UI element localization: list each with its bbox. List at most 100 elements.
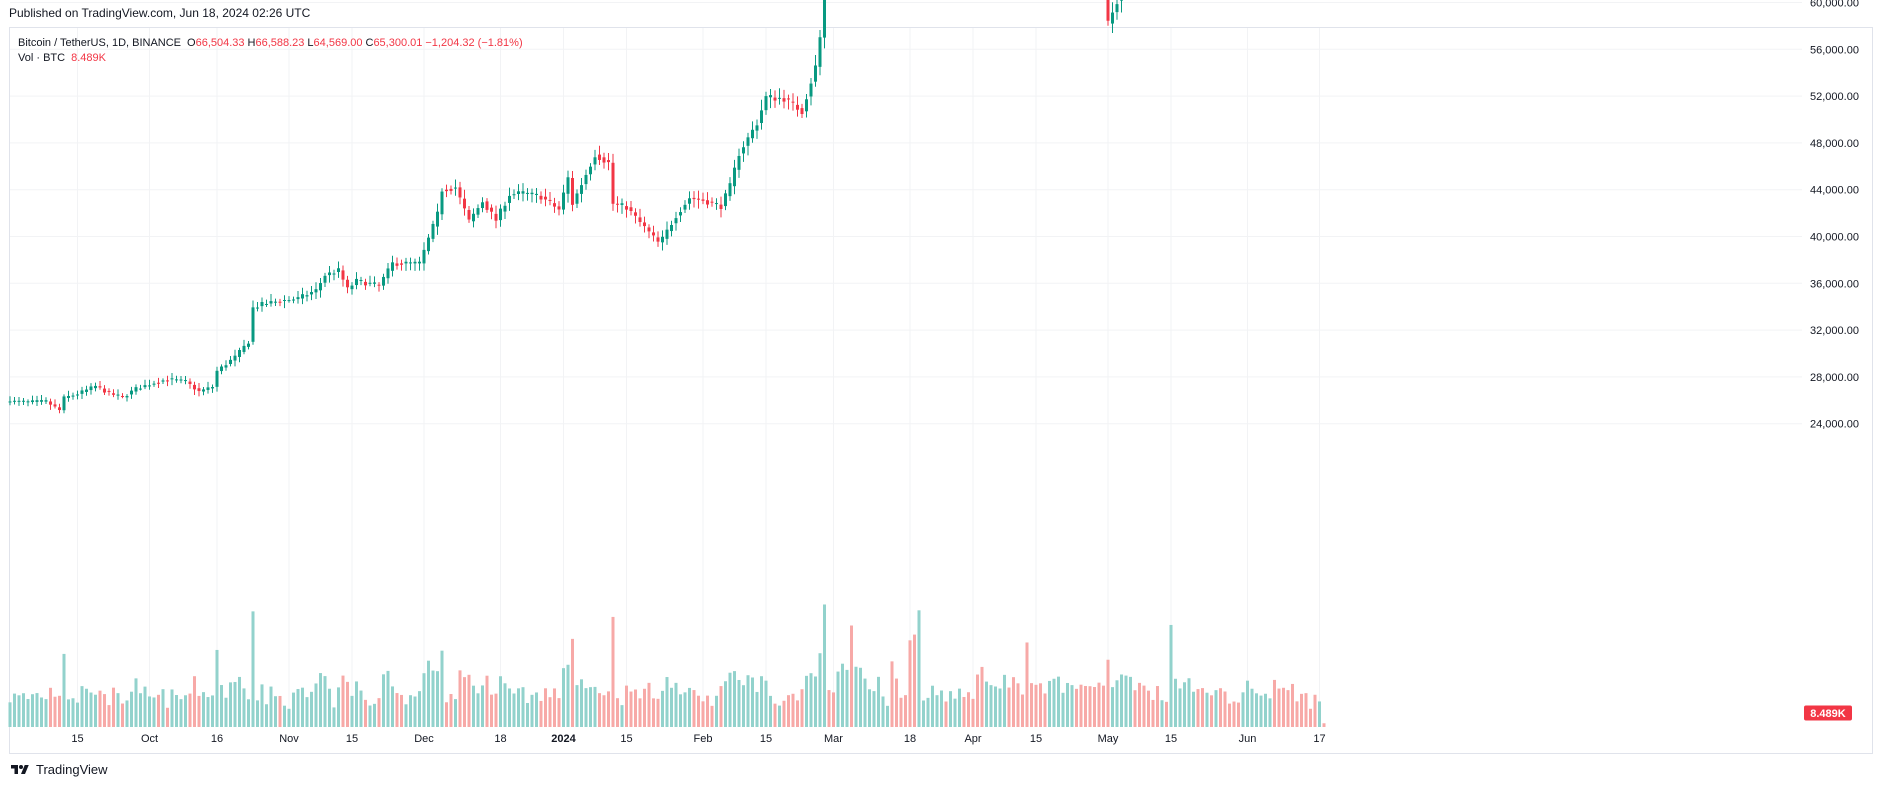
candle-body: [724, 193, 727, 207]
volume-bar: [278, 695, 282, 727]
candle-body: [328, 272, 331, 276]
volume-bar: [607, 691, 610, 727]
footer-brand[interactable]: TradingView: [9, 762, 108, 777]
chart-frame[interactable]: [9, 27, 1873, 754]
candle-body: [521, 191, 525, 194]
time-tick-label: 15: [620, 733, 632, 745]
symbol-legend-row[interactable]: Bitcoin / TetherUS, 1D, BINANCE O66,504.3…: [18, 36, 526, 51]
volume-bar: [508, 688, 511, 727]
volume-bar: [67, 699, 70, 727]
volume-bar: [310, 691, 313, 727]
volume-bar: [44, 699, 48, 727]
volume-bar: [1025, 642, 1029, 727]
volume-bar: [76, 702, 79, 727]
time-tick-label: Oct: [141, 733, 158, 745]
volume-bar: [1034, 684, 1038, 727]
volume-bar: [1133, 690, 1137, 727]
candle-body: [17, 400, 21, 402]
high-value: 66,588.23: [255, 37, 305, 49]
volume-legend-row[interactable]: Vol · BTC 8.489K: [18, 51, 526, 66]
candle-body: [301, 294, 304, 299]
volume-bar: [634, 689, 637, 727]
volume-bar: [467, 674, 471, 727]
volume-bar: [809, 673, 813, 727]
candle-body: [755, 125, 759, 131]
volume-bar: [620, 705, 624, 727]
candle-body: [796, 104, 799, 110]
volume-bar: [976, 674, 979, 727]
time-tick-label: Mar: [824, 733, 843, 745]
volume-bar: [872, 691, 876, 727]
volume-bar: [773, 703, 777, 727]
candle-body: [499, 208, 502, 221]
candle-body: [296, 297, 300, 300]
candle-body: [553, 203, 556, 207]
volume-bar: [499, 676, 502, 727]
candle-body: [652, 232, 655, 236]
volume-bar: [598, 693, 601, 727]
candle-body: [224, 365, 228, 368]
last-volume-tag-label: 8.489K: [1810, 708, 1846, 720]
candle-body: [638, 217, 642, 222]
volume-bar: [683, 692, 687, 727]
volume-bar: [323, 676, 327, 727]
volume-bar: [148, 696, 151, 727]
volume-bar: [130, 691, 133, 727]
volume-bar: [1129, 676, 1132, 727]
candle-body: [215, 370, 219, 387]
volume-bar: [724, 681, 727, 727]
volume-bar: [706, 695, 709, 727]
candle-body: [8, 401, 12, 403]
volume-bar: [926, 697, 930, 727]
candle-body: [265, 303, 268, 305]
candle-body: [719, 204, 723, 209]
volume-label: Vol · BTC: [18, 52, 66, 64]
price-axis[interactable]: 24,000.00 28,000.00 32,000.00 36,000.00 40,0…: [1810, 0, 1859, 431]
time-axis[interactable]: 15 Oct 16 Nov 15 Dec 18 2024 15 Feb 15 Mar 18 Apr 15 Ma…: [71, 733, 1325, 745]
volume-bar: [697, 695, 700, 727]
volume-bar: [674, 682, 678, 727]
volume-bar: [1138, 682, 1141, 727]
volume-bar: [1156, 686, 1159, 727]
volume-bar: [625, 685, 628, 727]
volume-bar: [1048, 680, 1051, 727]
volume-bar: [850, 625, 853, 727]
volume-bar: [521, 687, 525, 727]
candle-body: [130, 390, 133, 395]
volume-bar: [157, 694, 160, 727]
volume-bar: [8, 702, 12, 727]
volume-bar: [224, 697, 228, 727]
candle-body: [40, 400, 43, 402]
volume-bar: [665, 677, 669, 727]
volume-bar: [1201, 688, 1204, 727]
volume-bar: [346, 681, 349, 727]
candle-body: [823, 0, 826, 38]
time-tick-label: Apr: [964, 733, 981, 745]
volume-bar: [994, 686, 997, 727]
volume-bar: [796, 700, 799, 727]
candle-body: [688, 198, 691, 204]
volume-bar: [193, 676, 196, 727]
volume-bar: [80, 686, 84, 727]
volume-bar: [328, 688, 331, 727]
candle-body: [193, 384, 196, 390]
candle-body: [62, 396, 66, 411]
volume-bar: [382, 674, 385, 727]
volume-bar: [652, 698, 655, 727]
volume-bar: [589, 687, 592, 727]
candle-body: [355, 278, 358, 286]
candle-body: [557, 206, 561, 210]
volume-bar: [751, 677, 754, 727]
candle-body: [665, 229, 669, 239]
time-tick-label: 16: [211, 733, 223, 745]
candle-body: [737, 155, 741, 170]
candle-body: [382, 276, 385, 286]
candle-body: [548, 199, 552, 201]
volume-bar: [760, 676, 763, 727]
volume-bar: [251, 611, 255, 727]
open-value: 66,504.33: [195, 37, 245, 49]
volume-bar: [661, 690, 664, 727]
volume-bar: [904, 695, 907, 727]
candle-body: [643, 222, 646, 227]
